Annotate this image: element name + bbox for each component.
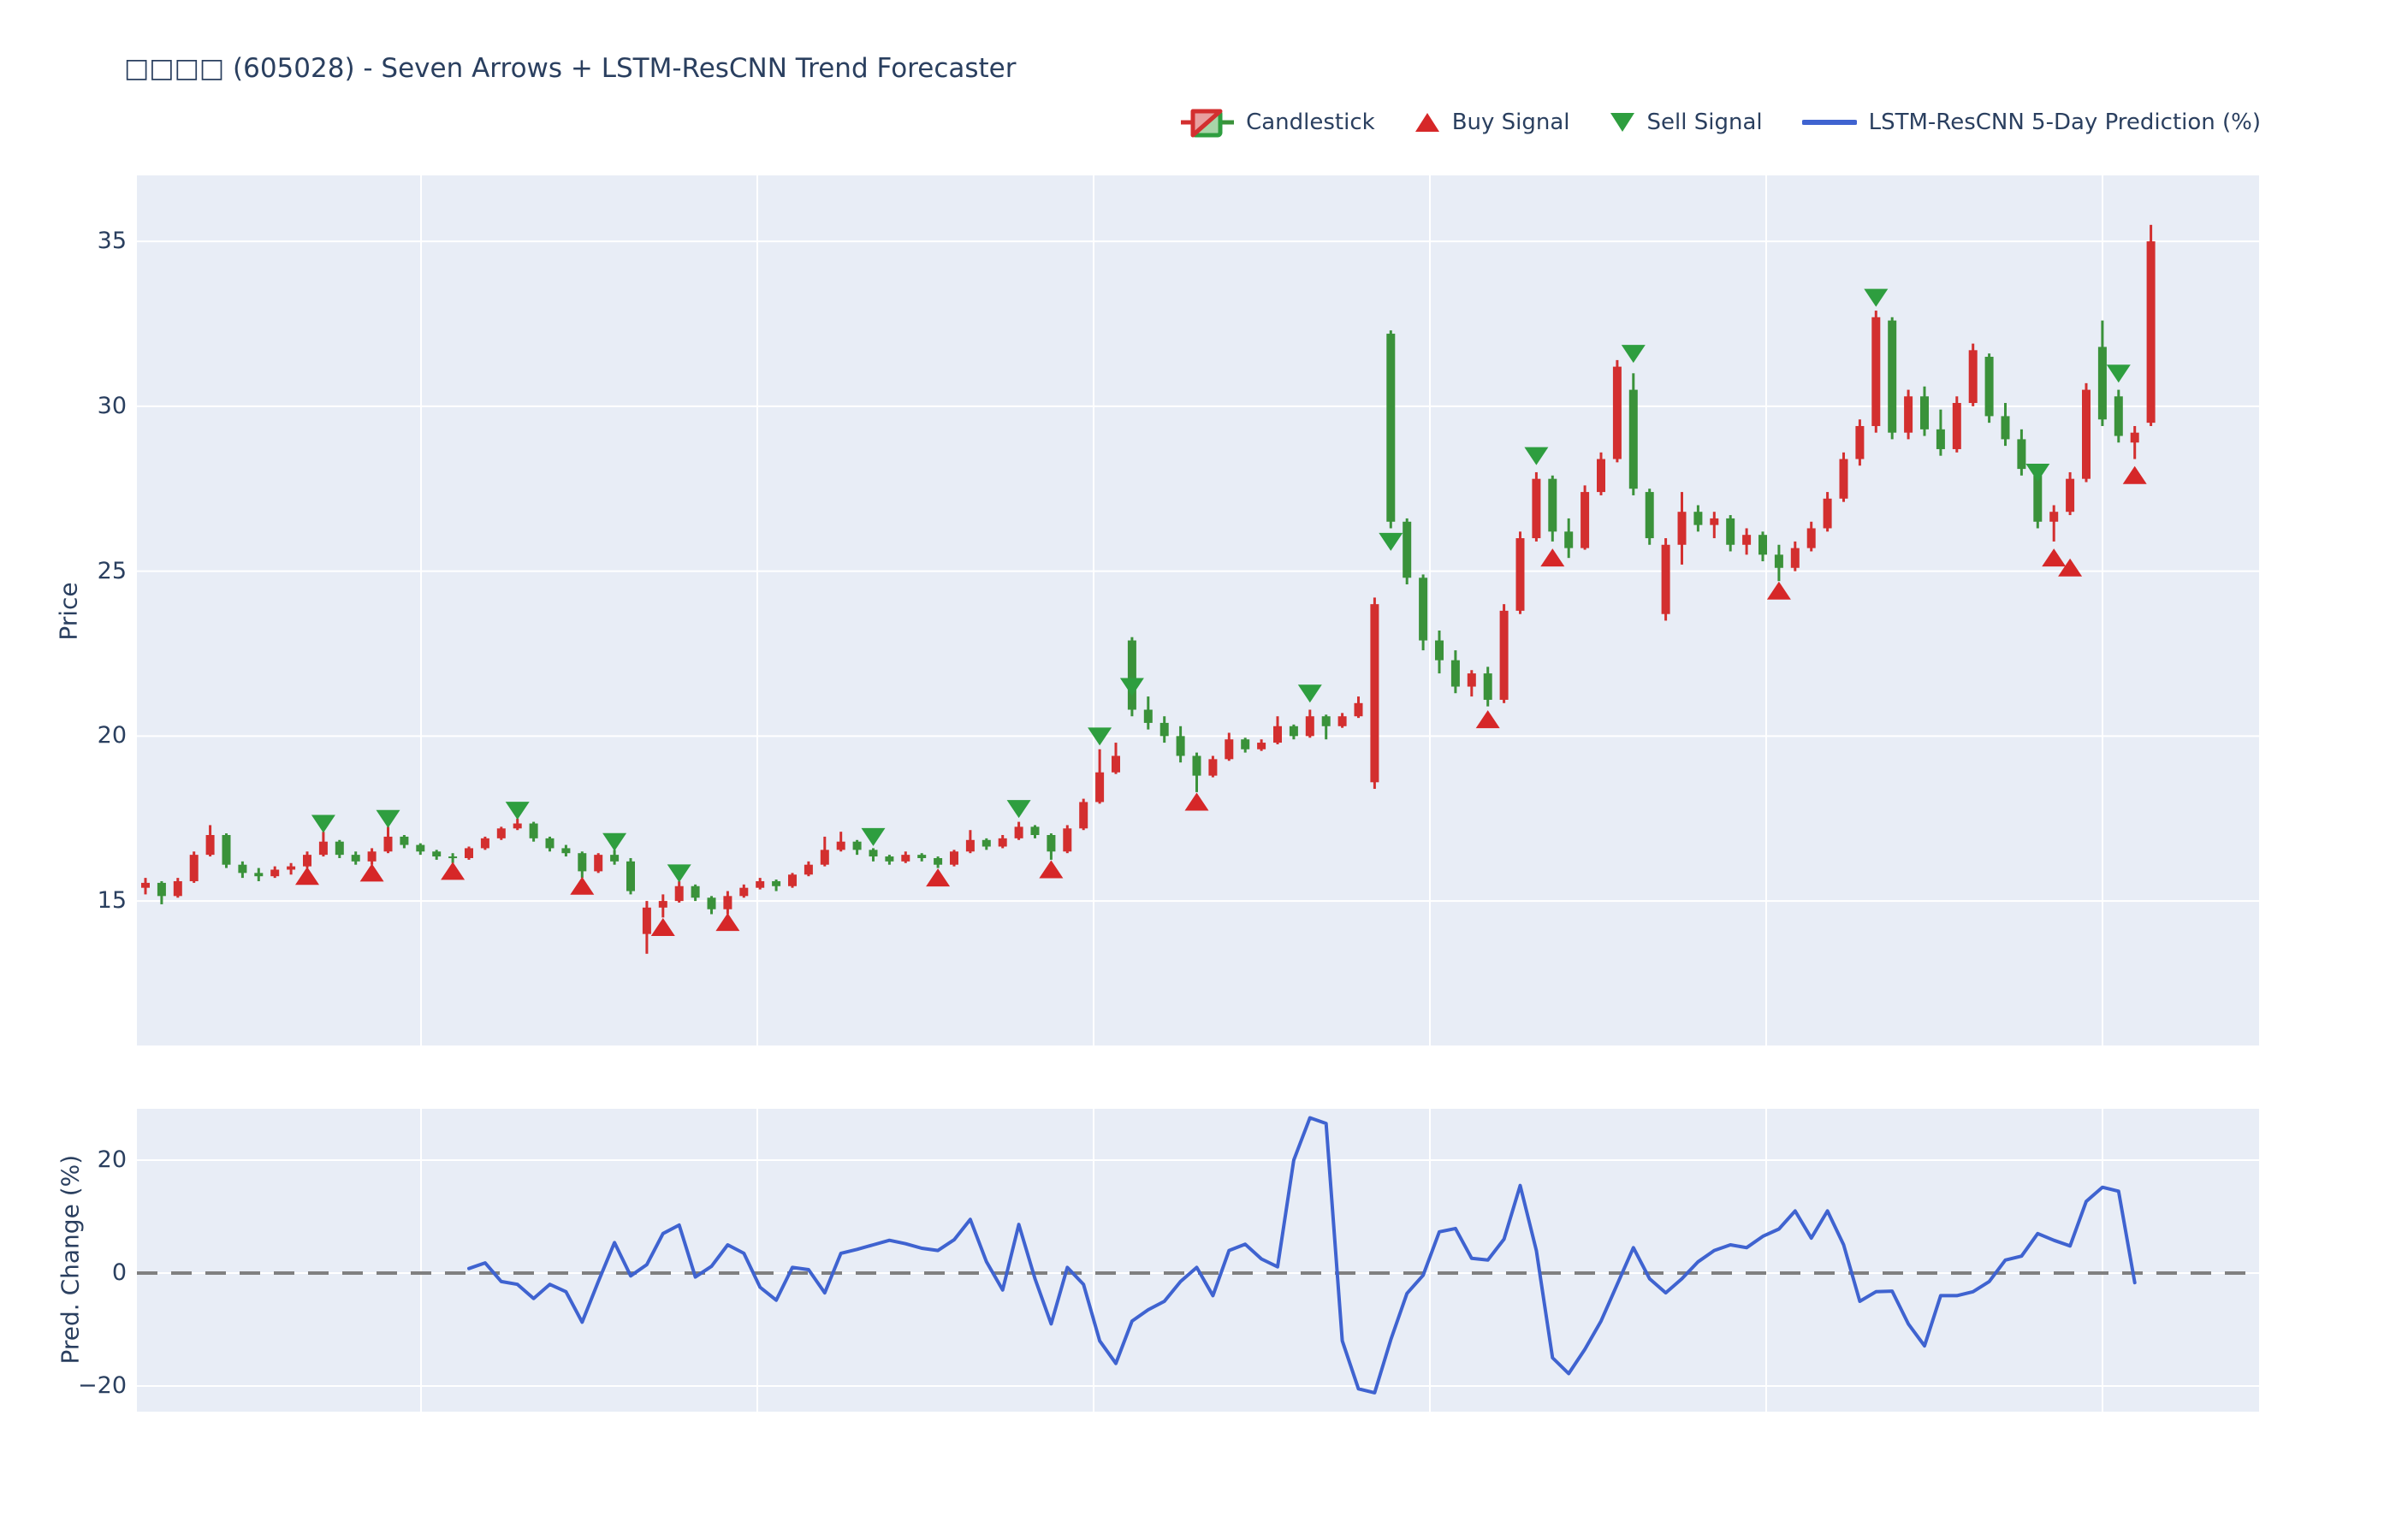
sell-signal-marker	[1297, 684, 1322, 703]
legend-label-prediction: LSTM-ResCNN 5-Day Prediction (%)	[1868, 110, 2261, 135]
sell-signal-marker	[1119, 678, 1144, 696]
sell-signal-marker	[1006, 800, 1031, 819]
y-tick-label: 15	[97, 887, 127, 915]
buy-signal-marker	[295, 867, 319, 886]
y-tick-label: 20	[97, 1146, 127, 1173]
y-tick-label: −20	[78, 1372, 127, 1399]
sell-signal-marker	[1524, 447, 1549, 465]
legend-item-sell-signal[interactable]: Sell Signal	[1610, 110, 1763, 135]
sell-signal-marker	[311, 814, 335, 833]
buy-signal-marker	[715, 913, 740, 932]
buy-signal-marker	[2122, 465, 2147, 484]
buy-signal-marker	[2042, 548, 2067, 567]
legend-item-prediction[interactable]: LSTM-ResCNN 5-Day Prediction (%)	[1801, 110, 2261, 135]
sell-signal-marker	[1621, 345, 1646, 364]
candlestick-icon	[1181, 104, 1235, 140]
sell-signal-marker	[667, 864, 691, 883]
y-tick-label: 35	[97, 228, 127, 255]
sell-signal-marker	[505, 802, 530, 820]
y-tick-label: 0	[111, 1259, 127, 1286]
legend-label-sell-signal: Sell Signal	[1646, 110, 1763, 135]
legend-label-candlestick: Candlestick	[1246, 110, 1375, 135]
chart-title: □□□□ (605028) - Seven Arrows + LSTM-ResC…	[124, 53, 1017, 84]
legend-item-candlestick[interactable]: Candlestick	[1181, 104, 1375, 140]
sell-signal-marker	[376, 809, 400, 828]
buy-signal-marker	[359, 863, 384, 882]
prediction-line	[467, 1116, 2137, 1395]
sell-signal-marker	[602, 832, 627, 851]
sell-signal-icon	[1610, 111, 1635, 133]
prediction-line-icon	[1801, 119, 1857, 126]
buy-signal-marker	[926, 868, 951, 887]
legend-label-buy-signal: Buy Signal	[1451, 110, 1570, 135]
sell-signal-marker	[861, 827, 886, 846]
y-tick-label: 25	[97, 557, 127, 584]
price-chart-plot-area[interactable]	[137, 175, 2259, 1045]
buy-signal-marker	[1766, 581, 1791, 600]
prediction-chart-plot-area[interactable]	[137, 1109, 2259, 1412]
buy-signal-marker	[1540, 548, 1565, 567]
legend-item-buy-signal[interactable]: Buy Signal	[1414, 110, 1570, 135]
sell-signal-marker	[1864, 288, 1889, 307]
sell-signal-marker	[2106, 364, 2131, 383]
legend: Candlestick Buy Signal Sell Signal LSTM-…	[1181, 104, 2261, 140]
buy-signal-marker	[441, 862, 466, 880]
buy-signal-marker	[1475, 710, 1500, 729]
buy-signal-icon	[1414, 111, 1440, 133]
y-tick-label: 20	[97, 722, 127, 749]
buy-signal-marker	[650, 917, 675, 936]
sell-signal-marker	[1379, 532, 1403, 551]
buy-signal-marker	[570, 876, 595, 895]
buy-signal-marker	[1184, 792, 1209, 811]
buy-signal-marker	[1039, 860, 1064, 879]
buy-signal-marker	[2058, 558, 2083, 577]
y-tick-label: 30	[97, 392, 127, 419]
sell-signal-marker	[2025, 463, 2050, 482]
sell-signal-marker	[1088, 727, 1112, 746]
